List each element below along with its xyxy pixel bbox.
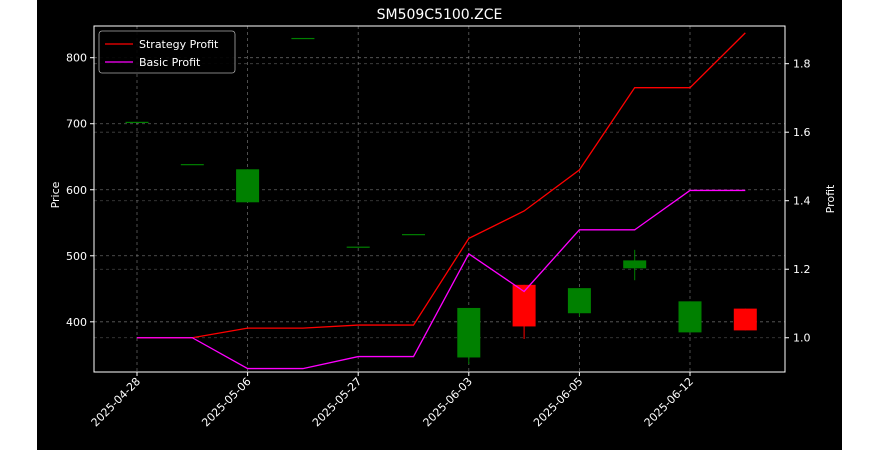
x-tick-label: 2025-06-03 bbox=[421, 375, 475, 429]
series-line bbox=[137, 189, 746, 370]
candle-body bbox=[346, 246, 370, 248]
chart-title: SM509C5100.ZCE bbox=[377, 7, 503, 23]
plot-frame bbox=[93, 25, 786, 373]
y-tick-label-left: 800 bbox=[66, 52, 87, 65]
candles bbox=[125, 37, 757, 365]
x-tick-label: 2025-05-27 bbox=[310, 375, 364, 429]
y-tick-label-right: 1.2 bbox=[793, 263, 811, 276]
candle-body bbox=[402, 234, 425, 236]
candle-body bbox=[236, 169, 260, 203]
y-tick-label-left: 700 bbox=[66, 118, 87, 131]
candle-body bbox=[567, 288, 591, 314]
x-tick-label: 2025-06-05 bbox=[531, 375, 585, 429]
y-tick-label-left: 500 bbox=[66, 250, 87, 263]
legend-label: Strategy Profit bbox=[139, 38, 219, 51]
y-axis-label-right: Profit bbox=[824, 184, 837, 213]
candle-body bbox=[733, 308, 757, 331]
y-tick-label-right: 1.0 bbox=[793, 332, 811, 345]
x-tick-label: 2025-06-12 bbox=[642, 375, 696, 429]
y-tick-label-right: 1.8 bbox=[793, 58, 811, 71]
y-tick-label-left: 400 bbox=[66, 316, 87, 329]
series-line bbox=[137, 32, 746, 339]
candle-body bbox=[180, 164, 204, 166]
y-tick-label-left: 600 bbox=[66, 184, 87, 197]
y-axis-label-left: Price bbox=[49, 181, 62, 208]
legend: Strategy Profit Basic Profit bbox=[98, 30, 236, 74]
candle-body bbox=[512, 284, 536, 327]
candle-body bbox=[291, 37, 315, 40]
candle-body bbox=[678, 301, 702, 333]
candle-body bbox=[623, 260, 647, 269]
chart-figure: 2025-04-28 2025-05-06 2025-05-27 2025-06-03… bbox=[37, 0, 842, 450]
candle-body bbox=[457, 307, 481, 358]
profit-lines bbox=[137, 32, 746, 370]
axes: 2025-04-28 2025-05-06 2025-05-27 2025-06-03… bbox=[66, 52, 811, 430]
candlestick-profit-chart: 2025-04-28 2025-05-06 2025-05-27 2025-06-03… bbox=[49, 7, 837, 430]
y-tick-label-right: 1.4 bbox=[793, 195, 811, 208]
y-tick-label-right: 1.6 bbox=[793, 126, 811, 139]
legend-label: Basic Profit bbox=[139, 56, 201, 69]
x-tick-label: 2025-04-28 bbox=[89, 375, 143, 429]
x-tick-label: 2025-05-06 bbox=[199, 375, 253, 429]
candle-body bbox=[125, 121, 149, 124]
